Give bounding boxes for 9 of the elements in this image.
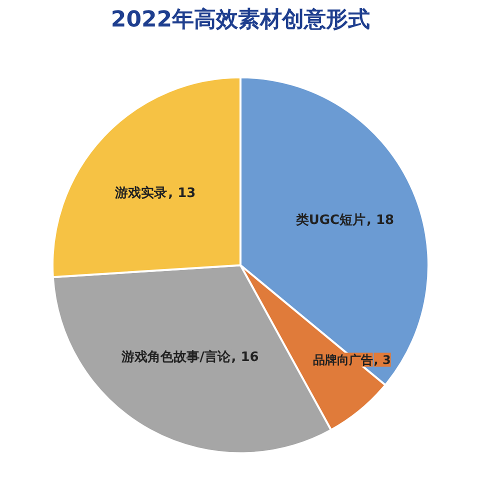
data-label: , 3	[374, 352, 391, 367]
data-label: , 18	[366, 213, 394, 228]
slice-label: 游戏实录	[114, 184, 168, 201]
data-label: , 16	[231, 350, 259, 365]
data-label: , 13	[168, 186, 196, 201]
legend-label: 品牌向广告	[312, 352, 373, 367]
chart-title: 2022年高效素材创意形式	[110, 6, 370, 32]
slice-label: 游戏角色故事/言论	[120, 348, 232, 365]
slice-label: 类UGC短片	[294, 213, 366, 228]
